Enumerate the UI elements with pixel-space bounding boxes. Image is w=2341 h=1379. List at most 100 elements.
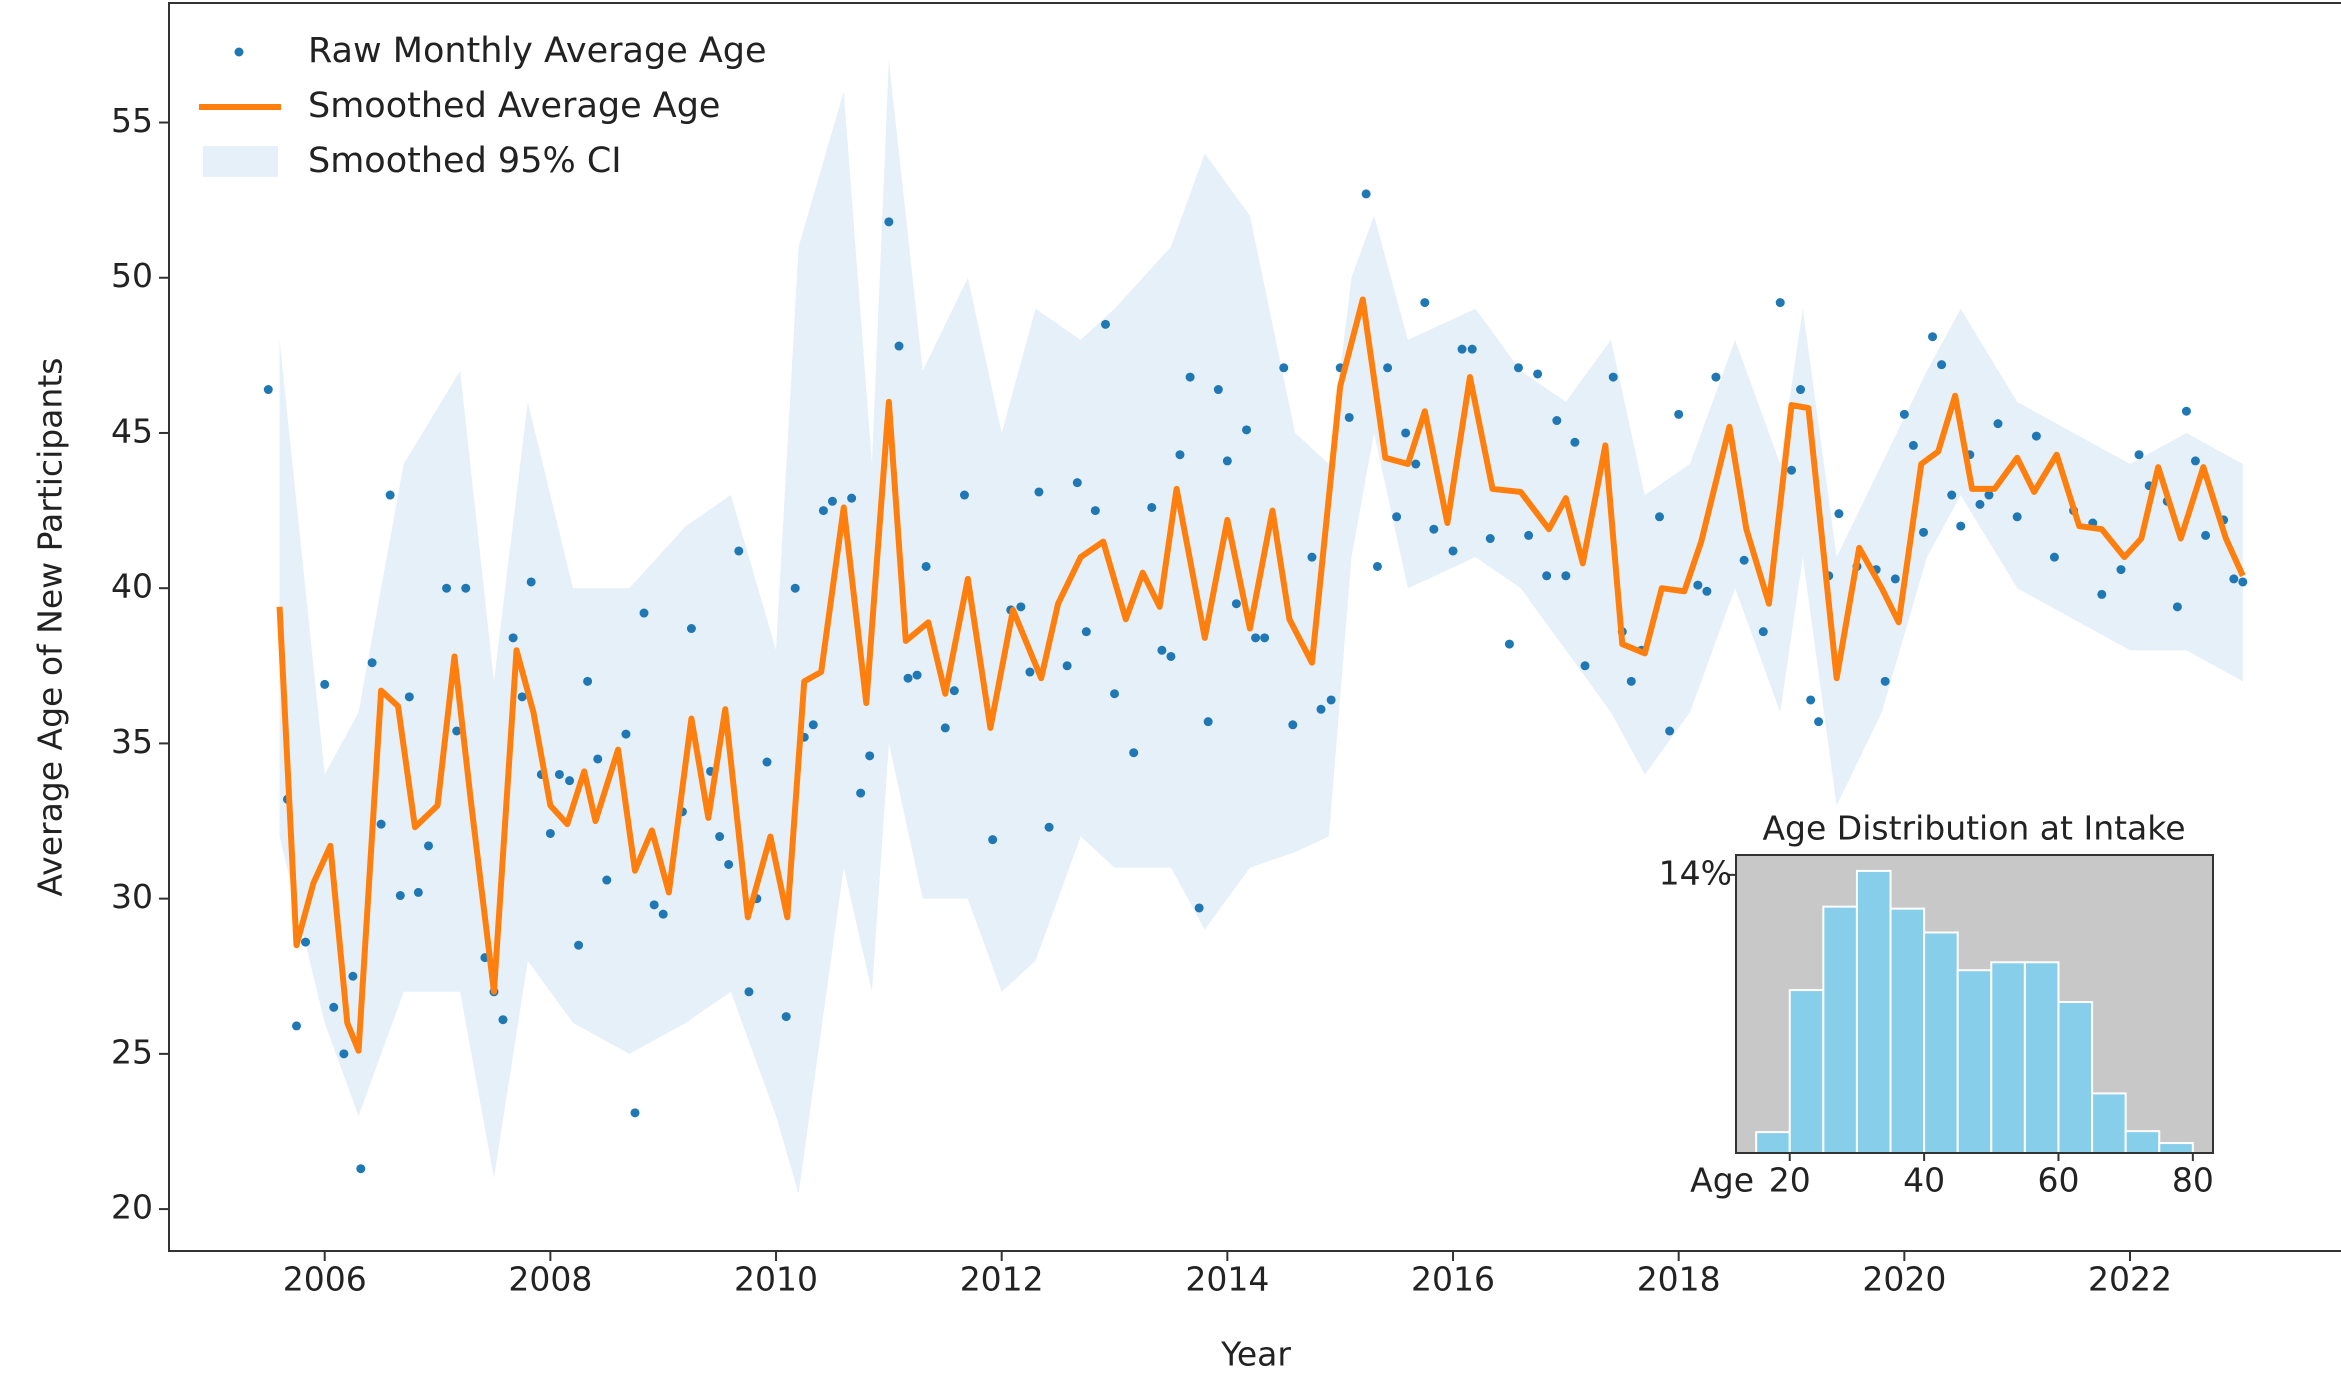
raw-point	[2181, 406, 2191, 416]
raw-point	[2238, 577, 2248, 587]
raw-point	[2116, 565, 2126, 575]
x-tick-label: 2014	[1185, 1260, 1269, 1299]
raw-point	[404, 692, 414, 702]
raw-point	[1203, 717, 1213, 727]
legend-label: Raw Monthly Average Age	[308, 31, 767, 71]
hist-bar	[2023, 961, 2060, 1155]
y-tick-label: 55	[111, 101, 153, 140]
raw-point	[1344, 412, 1354, 422]
raw-point	[263, 385, 273, 395]
raw-point	[442, 583, 452, 593]
raw-point	[621, 729, 631, 739]
raw-point	[1947, 490, 1957, 500]
y-tick-label: 30	[111, 877, 153, 916]
raw-point	[988, 835, 998, 845]
inset-frame	[1735, 854, 2214, 1154]
legend-label: Smoothed 95% CI	[308, 141, 622, 181]
raw-point	[526, 577, 536, 587]
raw-point	[301, 937, 311, 947]
raw-point	[1834, 509, 1844, 519]
raw-point	[1090, 506, 1100, 516]
raw-point	[2172, 602, 2182, 612]
raw-point	[1157, 645, 1167, 655]
raw-point	[1448, 546, 1458, 556]
raw-point	[912, 670, 922, 680]
ci-band	[279, 60, 2243, 1194]
x-tick-label: 2018	[1637, 1260, 1721, 1299]
raw-point	[498, 1015, 508, 1025]
raw-point	[847, 493, 857, 503]
raw-point	[1814, 717, 1824, 727]
raw-point	[1880, 676, 1890, 686]
raw-point	[1485, 534, 1495, 544]
raw-point	[827, 496, 837, 506]
raw-point	[385, 490, 395, 500]
raw-point	[1975, 499, 1985, 509]
raw-point	[1401, 428, 1411, 438]
inset-title: Age Distribution at Intake	[1762, 809, 2185, 848]
raw-point	[1034, 487, 1044, 497]
legend-label: Smoothed Average Age	[308, 86, 720, 126]
raw-point	[1279, 363, 1289, 373]
raw-point	[1711, 372, 1721, 382]
raw-point	[884, 217, 894, 227]
raw-point	[554, 769, 564, 779]
raw-point	[744, 987, 754, 997]
raw-point	[734, 546, 744, 556]
raw-point	[1758, 627, 1768, 637]
raw-point	[894, 341, 904, 351]
raw-point	[1231, 599, 1241, 609]
x-tick-label: 2016	[1411, 1260, 1495, 1299]
hist-bar	[2057, 1001, 2094, 1154]
inset-x-tick-label: 80	[2172, 1161, 2214, 1200]
raw-point	[602, 875, 612, 885]
raw-point	[1580, 661, 1590, 671]
raw-point	[356, 1164, 366, 1174]
raw-point	[329, 1002, 339, 1012]
raw-point	[790, 583, 800, 593]
raw-point	[1072, 478, 1082, 488]
y-tick-label: 40	[111, 567, 153, 606]
raw-point	[1372, 561, 1382, 571]
raw-point	[2012, 512, 2022, 522]
raw-point	[940, 723, 950, 733]
raw-point	[1361, 189, 1371, 199]
raw-point	[593, 754, 603, 764]
raw-point	[686, 624, 696, 634]
raw-point	[1570, 437, 1580, 447]
raw-point	[1166, 651, 1176, 661]
raw-point	[1796, 385, 1806, 395]
raw-point	[1420, 298, 1430, 308]
y-tick-label: 45	[111, 411, 153, 450]
plot-area	[263, 60, 2248, 1194]
raw-point	[1213, 385, 1223, 395]
raw-point	[1147, 502, 1157, 512]
raw-point	[1806, 695, 1816, 705]
raw-point	[2097, 589, 2107, 599]
raw-point	[1956, 521, 1966, 531]
inset-y-tick-label: 14%	[1659, 853, 1732, 892]
raw-point	[1429, 524, 1439, 534]
raw-point	[1110, 689, 1120, 699]
raw-point	[2031, 431, 2041, 441]
raw-point	[1316, 704, 1326, 714]
raw-point	[1411, 459, 1421, 469]
inset-x-tick-label: 60	[2037, 1161, 2079, 1200]
raw-point	[1175, 450, 1185, 460]
raw-point	[1890, 574, 1900, 584]
raw-point	[865, 751, 875, 761]
inset-x-label: Age	[1690, 1161, 1754, 1200]
raw-point	[1561, 571, 1571, 581]
raw-point	[1081, 627, 1091, 637]
y-tick-label: 25	[111, 1032, 153, 1071]
raw-point	[1383, 363, 1393, 373]
raw-point	[639, 608, 649, 618]
y-axis-label: Average Age of New Participants	[31, 358, 70, 897]
hist-bar	[1855, 869, 1892, 1154]
hist-bar	[1889, 907, 1926, 1155]
raw-point	[630, 1108, 640, 1118]
raw-point	[1665, 726, 1675, 736]
raw-point	[1194, 903, 1204, 913]
